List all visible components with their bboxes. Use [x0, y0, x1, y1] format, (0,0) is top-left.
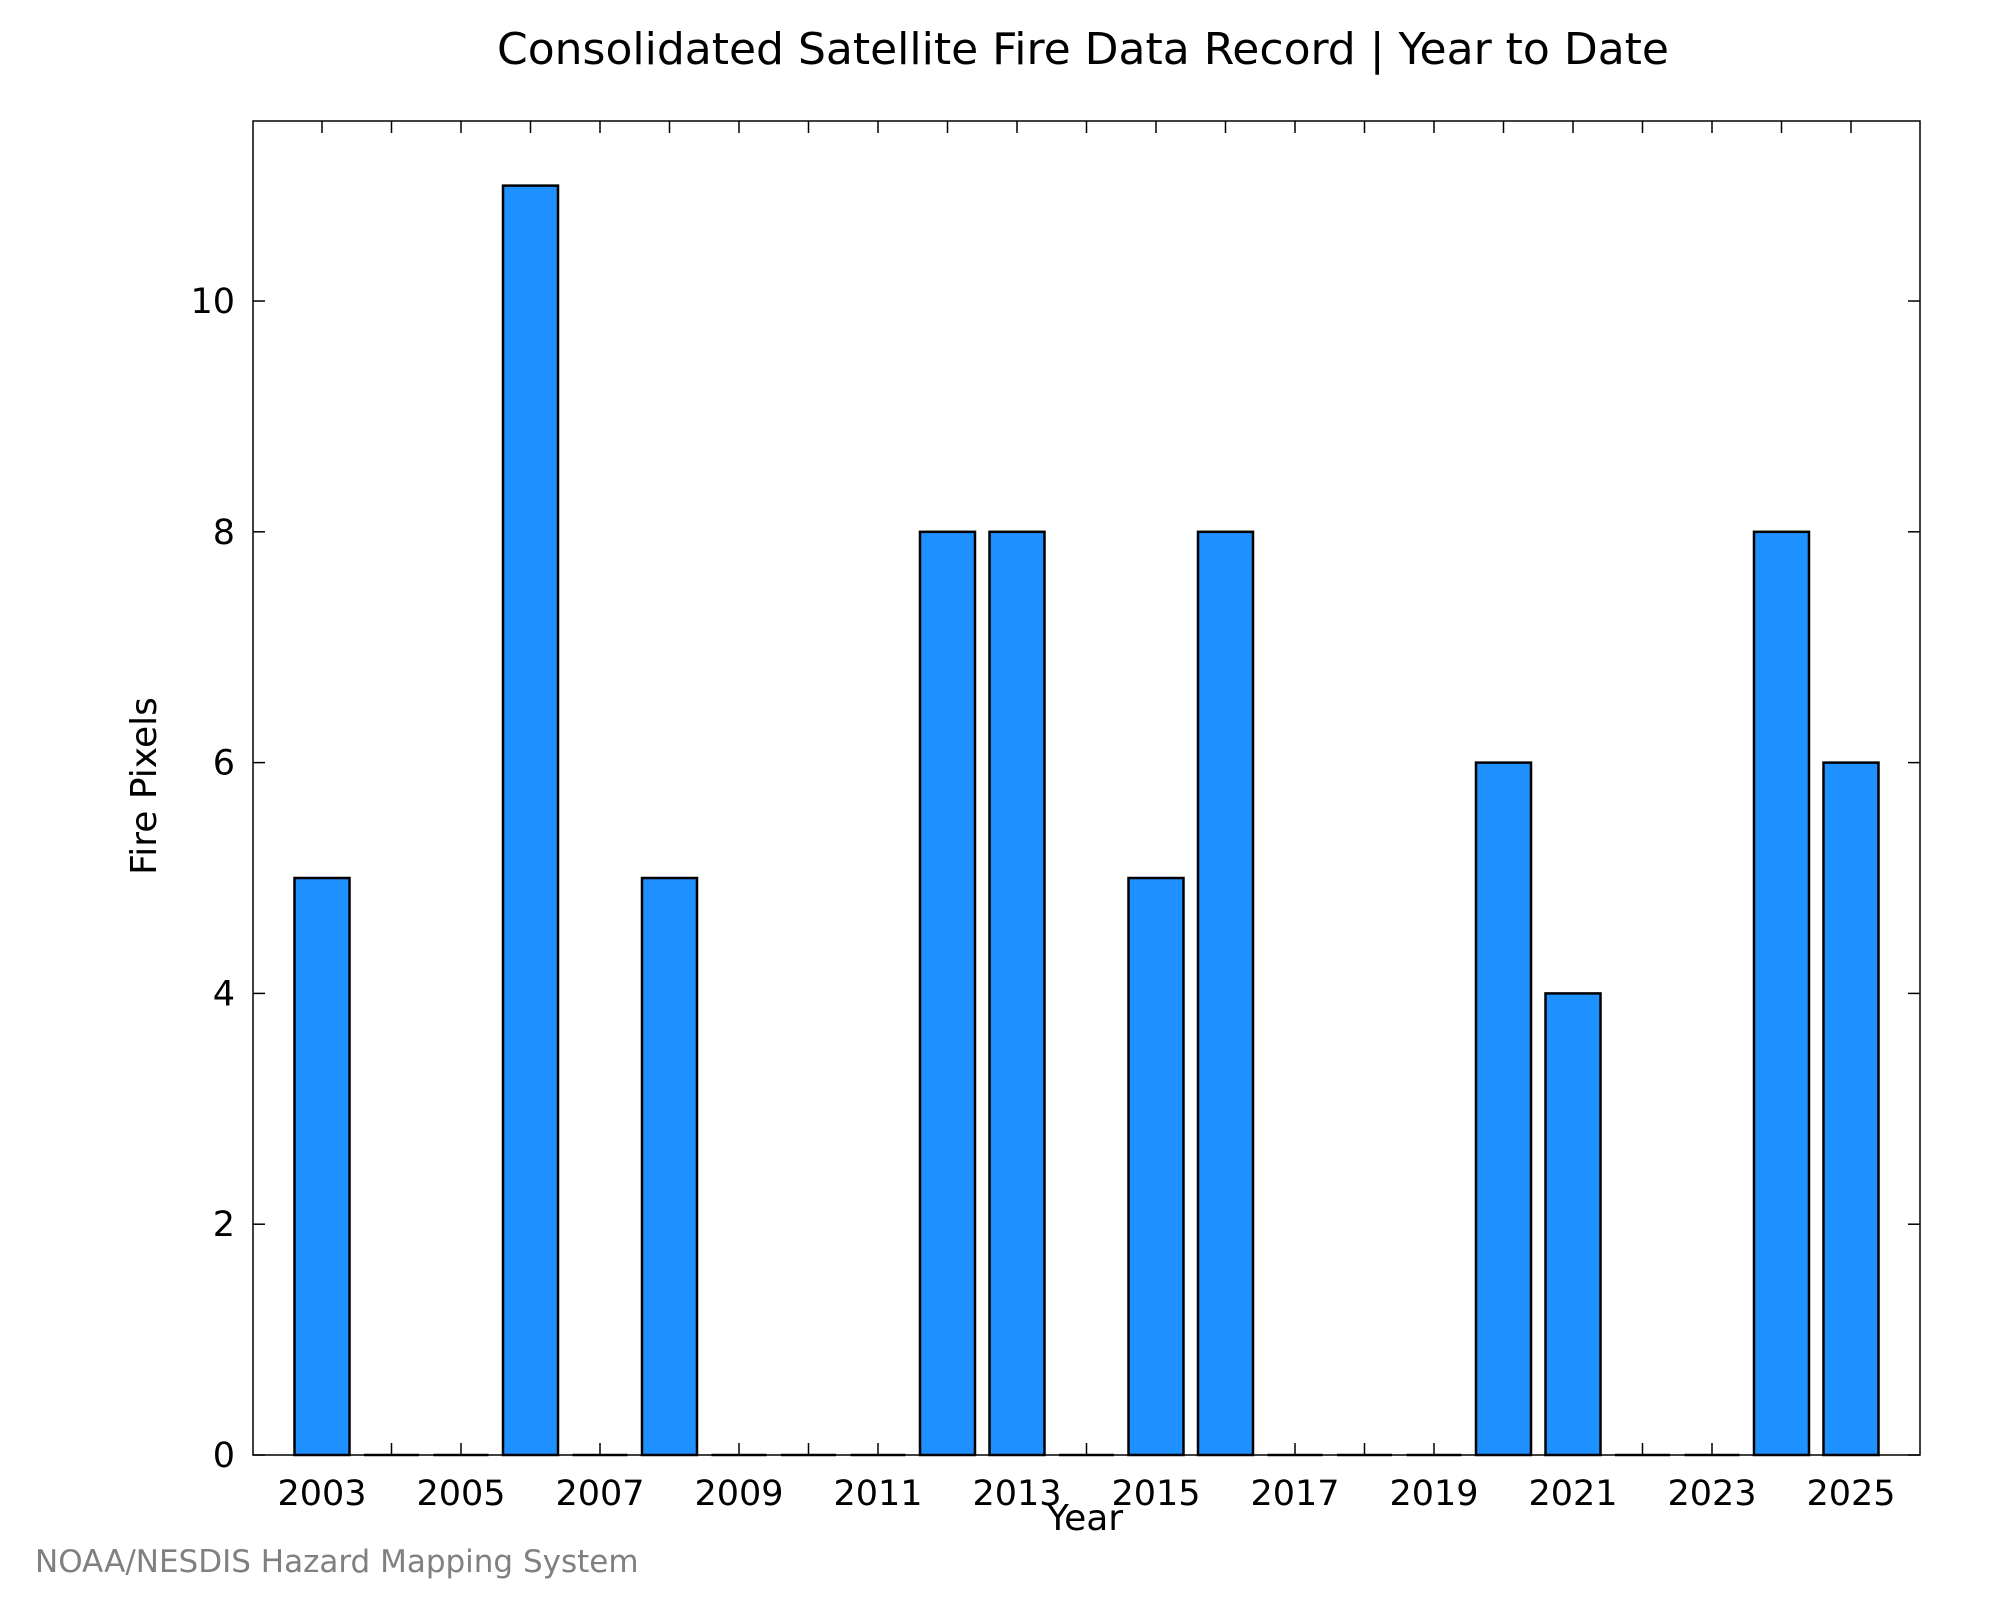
x-tick-label: 2025 [1806, 1474, 1895, 1514]
x-tick-label: 2009 [694, 1474, 783, 1514]
bar [1474, 761, 1533, 1457]
y-axis-label: Fire Pixels [124, 697, 165, 875]
x-tick-label: 2017 [1250, 1474, 1339, 1514]
x-tick-label: 2019 [1389, 1474, 1478, 1514]
y-tick-label: 0 [213, 1436, 235, 1476]
bar [1822, 761, 1880, 1457]
y-tick-label: 6 [213, 744, 235, 784]
bar [988, 530, 1046, 1457]
x-tick-label: 2023 [1667, 1474, 1756, 1514]
x-tick-label: 2013 [972, 1474, 1061, 1514]
bar [1127, 876, 1185, 1457]
x-tick-label: 2021 [1528, 1474, 1617, 1514]
x-tick-label: 2015 [1111, 1474, 1200, 1514]
credit-text: NOAA/NESDIS Hazard Mapping System [35, 1544, 639, 1580]
y-tick-label: 10 [190, 282, 235, 322]
y-tick-label: 8 [213, 513, 235, 553]
bar [640, 876, 699, 1457]
plot-area: 0 2 4 6 8 10 2003 2005 2007 2009 2011 2013 2015 2017 2… [190, 120, 1921, 1514]
chart-title: Consolidated Satellite Fire Data Record … [497, 24, 1669, 75]
y-tick-label: 4 [213, 974, 235, 1014]
x-axis-label: Year [1046, 1498, 1123, 1539]
x-tick-label: 2011 [833, 1474, 922, 1514]
x-tick-label: 2007 [555, 1474, 644, 1514]
bar [1544, 992, 1602, 1457]
bar [501, 184, 560, 1457]
x-tick-label: 2003 [277, 1474, 366, 1514]
y-tick-label: 2 [213, 1205, 235, 1245]
bar [1752, 530, 1811, 1457]
bar [1196, 530, 1255, 1457]
bar [918, 530, 977, 1457]
x-tick-label: 2005 [416, 1474, 505, 1514]
bar [293, 876, 351, 1457]
